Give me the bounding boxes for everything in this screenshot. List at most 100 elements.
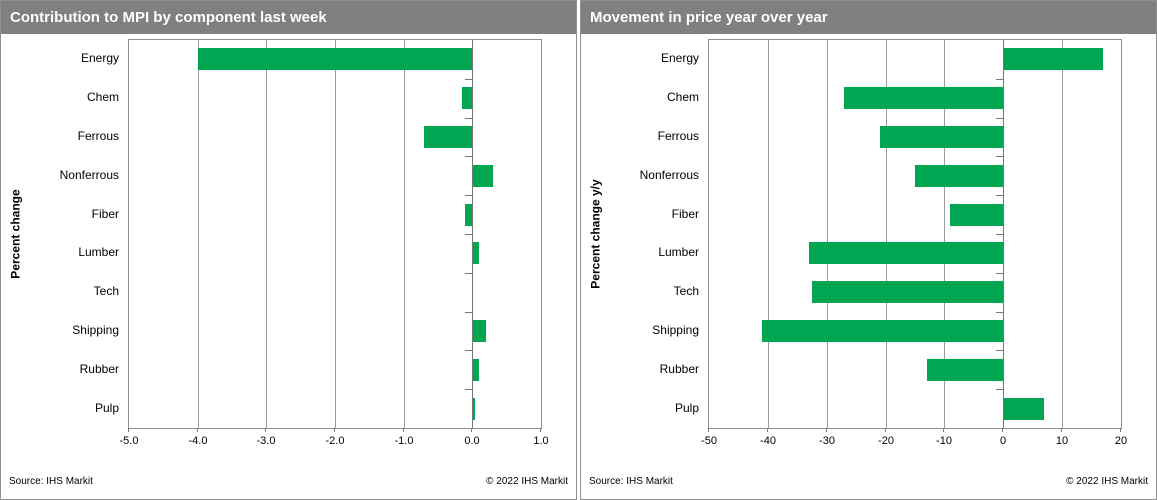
x-axis-tick: [1061, 428, 1062, 432]
category-label: Rubber: [79, 362, 119, 376]
category-label: Pulp: [94, 401, 119, 415]
x-axis-tick: [826, 428, 827, 432]
x-axis-tick: [708, 428, 709, 432]
x-tick-label: 0: [999, 435, 1007, 447]
x-tick-label: -30: [819, 435, 835, 447]
category-divider-tick: [996, 350, 1003, 351]
chart-title-bar: Contribution to MPI by component last we…: [1, 1, 576, 34]
chart-footer: Source: IHS Markit © 2022 IHS Markit: [581, 472, 1156, 499]
category-divider-tick: [465, 156, 472, 157]
category-label: Chem: [666, 90, 699, 104]
zero-axis-line: [472, 40, 473, 428]
category-divider-tick: [996, 118, 1003, 119]
category-divider-tick: [996, 234, 1003, 235]
x-tick-label: -5.0: [119, 435, 139, 447]
x-axis-tick: [334, 428, 335, 432]
category-divider-tick: [465, 79, 472, 80]
x-tick-label: 20: [1114, 435, 1128, 447]
bar: [462, 87, 472, 109]
chart-title: Movement in price year over year: [590, 9, 828, 26]
category-divider-tick: [996, 156, 1003, 157]
bar: [472, 242, 479, 264]
category-label: Energy: [660, 51, 699, 65]
category-label: Lumber: [658, 245, 699, 259]
gridline: [335, 40, 336, 428]
x-axis-tick: [1002, 428, 1003, 432]
x-axis-tick: [197, 428, 198, 432]
bar: [472, 359, 479, 381]
chart-title: Contribution to MPI by component last we…: [10, 9, 327, 26]
chart-footer: Source: IHS Markit © 2022 IHS Markit: [1, 472, 576, 499]
x-axis-tick: [403, 428, 404, 432]
bar: [1003, 48, 1103, 70]
gridline: [944, 40, 945, 428]
x-axis-tick: [471, 428, 472, 432]
category-label: Tech: [673, 284, 699, 298]
bar: [472, 165, 493, 187]
bar: [844, 87, 1003, 109]
x-axis-tick: [540, 428, 541, 432]
bar: [880, 126, 1004, 148]
category-label: Ferrous: [77, 129, 119, 143]
gridline: [198, 40, 199, 428]
source-note: Source: IHS Markit: [589, 476, 673, 487]
category-label: Shipping: [72, 323, 119, 337]
copyright-note: © 2022 IHS Markit: [1066, 476, 1148, 487]
category-label: Tech: [93, 284, 119, 298]
bar: [950, 204, 1003, 226]
bar: [809, 242, 1003, 264]
category-label: Rubber: [659, 362, 699, 376]
gridline: [266, 40, 267, 428]
x-axis-tick: [128, 428, 129, 432]
chart-area: Percent change -5.0 -4.0 -3.0 -2.0 -1.0 0.0 1.…: [1, 34, 576, 472]
x-tick-label: 10: [1055, 435, 1069, 447]
x-tick-label: 0.0: [464, 435, 480, 447]
category-divider-tick: [465, 350, 472, 351]
category-divider-tick: [996, 273, 1003, 274]
category-divider-tick: [996, 79, 1003, 80]
category-label: Chem: [86, 90, 119, 104]
bar: [465, 204, 472, 226]
x-axis-tick: [943, 428, 944, 432]
x-tick-label: -3.0: [256, 435, 276, 447]
gridline: [404, 40, 405, 428]
gridline: [1062, 40, 1063, 428]
category-divider-tick: [996, 389, 1003, 390]
copyright-note: © 2022 IHS Markit: [486, 476, 568, 487]
bar: [424, 126, 472, 148]
category-divider-tick: [465, 312, 472, 313]
plot-area: [708, 39, 1122, 429]
category-label: Nonferrous: [639, 168, 699, 182]
category-divider-tick: [465, 195, 472, 196]
x-tick-label: -50: [701, 435, 717, 447]
source-note: Source: IHS Markit: [9, 476, 93, 487]
gridline: [827, 40, 828, 428]
bar: [472, 320, 486, 342]
chart-area: Percent change y/y -50 -40 -30 -20 -10 0 10 20 E…: [581, 34, 1156, 472]
category-label: Fiber: [91, 207, 119, 221]
chart-title-bar: Movement in price year over year: [581, 1, 1156, 34]
chart-panel-yoy-movement: Movement in price year over year Percent…: [580, 0, 1157, 500]
bar: [927, 359, 1004, 381]
category-label: Energy: [80, 51, 119, 65]
category-divider-tick: [465, 389, 472, 390]
x-tick-label: -1.0: [394, 435, 414, 447]
category-divider-tick: [465, 273, 472, 274]
bar: [1003, 398, 1044, 420]
category-label: Pulp: [674, 401, 699, 415]
x-tick-label: -4.0: [188, 435, 208, 447]
bar: [915, 165, 1003, 187]
x-tick-label: 1.0: [533, 435, 549, 447]
category-divider-tick: [465, 118, 472, 119]
x-tick-label: -20: [878, 435, 894, 447]
category-label: Shipping: [652, 323, 699, 337]
category-label: Ferrous: [657, 129, 699, 143]
gridline: [768, 40, 769, 428]
x-axis-tick: [1120, 428, 1121, 432]
gridline: [886, 40, 887, 428]
category-divider-tick: [996, 312, 1003, 313]
plot-area: [128, 39, 542, 429]
category-divider-tick: [996, 195, 1003, 196]
x-axis-tick: [885, 428, 886, 432]
